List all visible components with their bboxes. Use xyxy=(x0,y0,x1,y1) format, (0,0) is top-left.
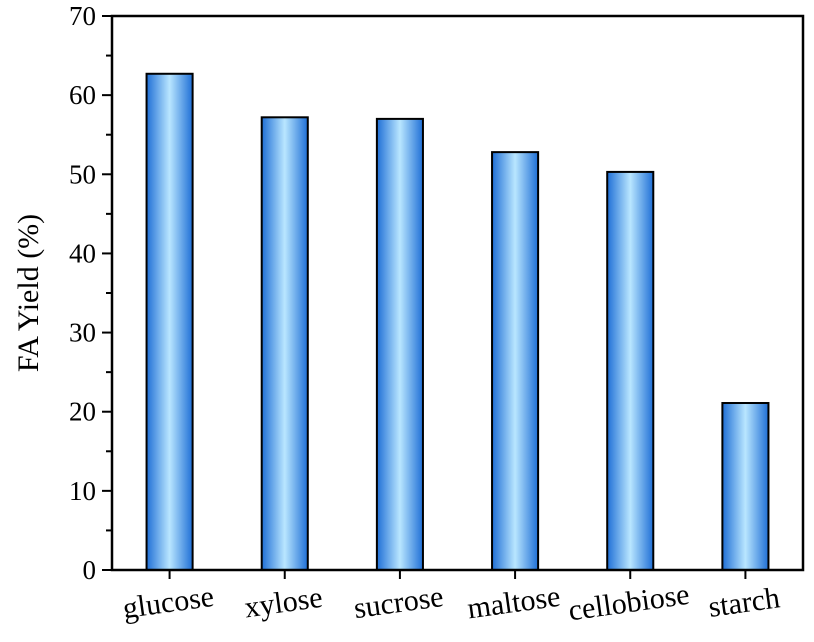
y-tick-label-70: 70 xyxy=(69,1,96,31)
y-tick-label-40: 40 xyxy=(69,238,96,268)
y-tick-label-30: 30 xyxy=(69,318,96,348)
bars-layer xyxy=(145,72,770,572)
x-tick-label-sucrose: sucrose xyxy=(352,580,446,625)
bar-sucrose xyxy=(375,117,424,571)
x-tick-label-cellobiose: cellobiose xyxy=(566,578,691,628)
bar-glucose xyxy=(145,72,194,571)
x-tick-label-maltose: maltose xyxy=(465,580,562,626)
y-tick-label-20: 20 xyxy=(69,397,96,427)
plot-frame xyxy=(110,14,805,572)
axes-layer xyxy=(102,14,805,579)
y-tick-label-60: 60 xyxy=(69,80,96,110)
y-tick-label-10: 10 xyxy=(69,476,96,506)
bar-xylose xyxy=(260,116,309,571)
bar-cellobiose xyxy=(606,170,655,571)
bar-maltose xyxy=(491,151,540,572)
x-tick-label-glucose: glucose xyxy=(121,580,216,625)
y-axis-label: FA Yield (%) xyxy=(12,214,45,372)
bar-starch xyxy=(721,402,770,571)
y-tick-label-50: 50 xyxy=(69,159,96,189)
x-tick-label-starch: starch xyxy=(706,581,782,624)
y-tick-label-0: 0 xyxy=(83,555,97,585)
x-tick-label-xylose: xylose xyxy=(242,581,324,625)
